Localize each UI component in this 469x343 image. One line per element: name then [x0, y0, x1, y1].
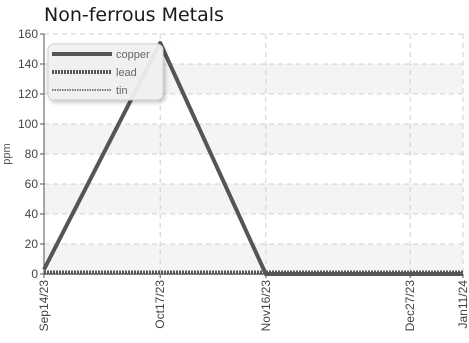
legend: copper lead tin — [47, 43, 164, 101]
y-tick-label: 0 — [31, 267, 38, 281]
y-tick-label: 60 — [25, 177, 39, 191]
chart-title: Non-ferrous Metals — [44, 4, 224, 26]
y-axis-ticks: 0 20 40 60 80 100 120 140 160 — [18, 27, 44, 281]
legend-box — [47, 43, 164, 101]
y-tick-label: 80 — [25, 147, 39, 161]
plot-band — [44, 184, 463, 214]
x-tick-label: Dec27/23 — [403, 280, 417, 332]
y-tick-label: 160 — [18, 27, 38, 41]
y-tick-label: 140 — [18, 57, 38, 71]
y-tick-label: 20 — [25, 237, 39, 251]
series-lines — [42, 41, 463, 276]
legend-label-tin: tin — [116, 85, 128, 97]
y-tick-label: 100 — [18, 117, 38, 131]
y-tick-label: 40 — [25, 207, 39, 221]
x-tick-label: Sep14/23 — [37, 280, 51, 332]
series-line-copper — [42, 41, 463, 276]
x-tick-label: Oct17/23 — [153, 280, 167, 329]
x-tick-label: Jan11/24 — [456, 280, 469, 329]
y-tick-label: 120 — [18, 87, 38, 101]
y-axis-label: ppm — [1, 143, 13, 164]
x-axis-ticks: Sep14/23 Oct17/23 Nov16/23 Dec27/23 Jan11/24 — [37, 274, 469, 331]
legend-label-lead: lead — [116, 67, 137, 79]
x-tick-label: Nov16/23 — [259, 280, 273, 332]
legend-label-copper: copper — [116, 49, 150, 61]
